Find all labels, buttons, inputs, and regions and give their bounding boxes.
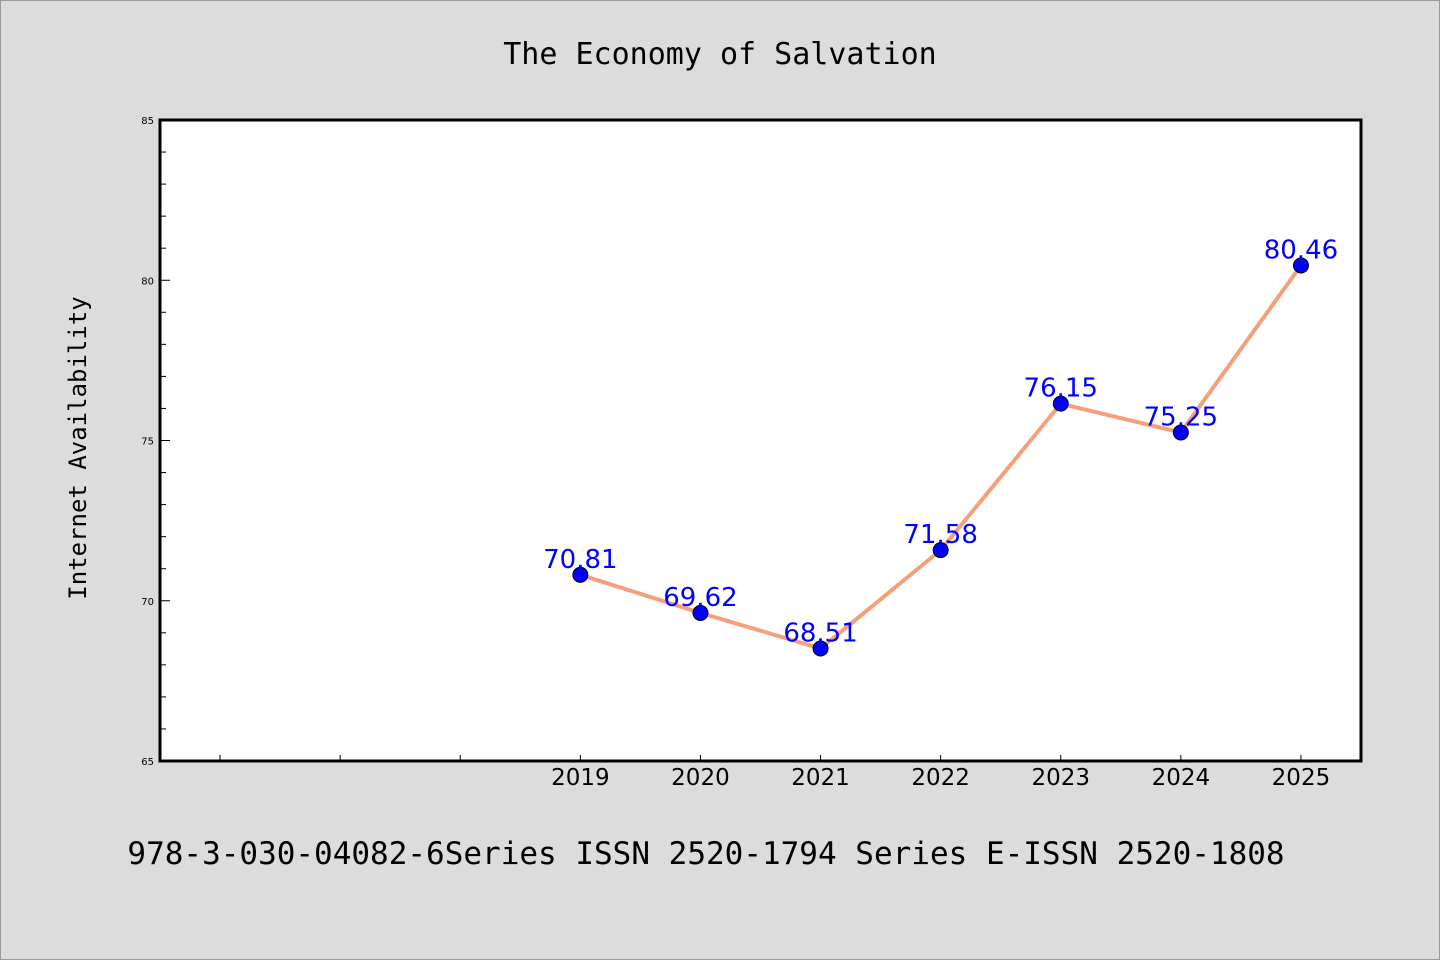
- x-tick-label: 2019: [551, 765, 610, 791]
- data-markers: [572, 257, 1309, 657]
- y-axis-label: Internet Availability: [64, 296, 92, 599]
- y-tick-label: 85: [141, 116, 154, 127]
- footer-isbn-text: 978-3-030-04082-6Series ISSN 2520-1794 S…: [127, 836, 1284, 872]
- plot-border: [158, 118, 1363, 763]
- x-tick-label: 2025: [1272, 765, 1331, 791]
- data-label: 75.25: [1144, 402, 1218, 432]
- x-axis-ticks: 2019 2020 2021 2022 2023 2024 2025: [219, 755, 1331, 791]
- data-label: 69.62: [663, 583, 737, 613]
- y-tick-label: 80: [141, 276, 154, 287]
- data-label: 80.46: [1264, 236, 1338, 266]
- plot-area: [160, 120, 1361, 761]
- data-point-marker: [572, 566, 589, 583]
- data-label: 71.58: [903, 520, 977, 550]
- data-label: 68.51: [783, 619, 857, 649]
- data-point-marker: [692, 604, 709, 621]
- chart-title: The Economy of Salvation: [503, 37, 936, 72]
- data-label: 70.81: [543, 545, 617, 575]
- y-tick-label: 70: [141, 597, 154, 608]
- x-tick-label: 2021: [791, 765, 850, 791]
- y-tick-label: 75: [141, 437, 154, 448]
- data-labels: 70.81 69.62 68.51 71.58 76.15 75.25 80.46: [543, 236, 1338, 649]
- data-point-marker: [1052, 395, 1069, 412]
- x-tick-label: 2022: [911, 765, 970, 791]
- data-point-marker: [812, 640, 829, 657]
- y-tick-label: 65: [141, 757, 154, 768]
- data-label: 76.15: [1024, 374, 1098, 404]
- x-tick-label: 2020: [671, 765, 730, 791]
- data-point-marker: [932, 542, 949, 559]
- data-point-marker: [1172, 424, 1189, 441]
- x-tick-label: 2024: [1152, 765, 1211, 791]
- x-tick-label: 2023: [1031, 765, 1090, 791]
- data-point-marker: [1292, 257, 1309, 274]
